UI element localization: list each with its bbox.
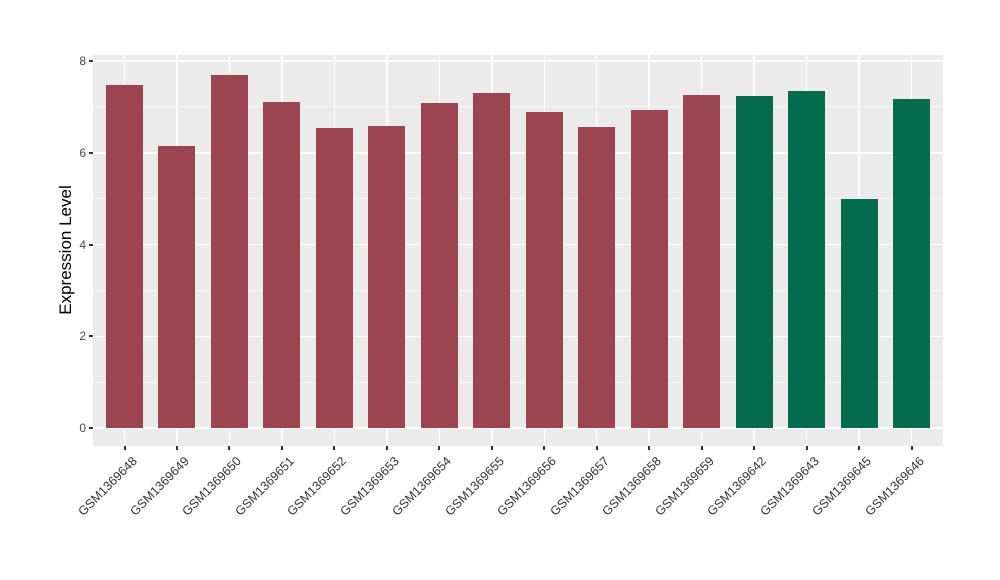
- bar-GSM1369642: [735, 95, 773, 428]
- x-axis-tick: [543, 446, 546, 450]
- gridline-major: [93, 335, 943, 337]
- x-axis-tick: [595, 446, 598, 450]
- bar-GSM1369651: [263, 102, 301, 428]
- bar-GSM1369658: [630, 109, 668, 428]
- bar-GSM1369648: [106, 84, 143, 428]
- y-tick-label: 4: [79, 237, 86, 252]
- y-tick-label: 8: [79, 54, 86, 68]
- y-axis-tick: [89, 151, 93, 154]
- gridline-major: [93, 60, 943, 62]
- y-tick-label: 2: [79, 329, 86, 344]
- plot-panel: [93, 55, 943, 446]
- y-axis-tick: [89, 335, 93, 338]
- bar-GSM1369656: [525, 111, 563, 428]
- x-axis-tick: [700, 446, 703, 450]
- x-axis-tick: [753, 446, 756, 450]
- x-axis-tick: [805, 446, 808, 450]
- bar-GSM1369652: [315, 128, 353, 428]
- bar-GSM1369646: [893, 98, 931, 428]
- bar-GSM1369650: [210, 74, 248, 428]
- gridline-minor: [93, 289, 943, 291]
- x-axis-tick: [858, 446, 861, 450]
- x-axis-tick: [490, 446, 493, 450]
- x-axis-tick: [648, 446, 651, 450]
- bar-GSM1369657: [578, 126, 616, 428]
- x-axis-tick: [228, 446, 231, 450]
- bar-GSM1369655: [473, 93, 511, 428]
- bar-GSM1369659: [683, 95, 721, 428]
- y-tick-label: 6: [79, 145, 86, 160]
- bar-GSM1369653: [368, 126, 406, 428]
- y-axis-tick: [89, 427, 93, 429]
- gridline-major: [93, 152, 943, 154]
- x-axis-tick: [280, 446, 283, 450]
- y-axis-tick: [89, 60, 93, 62]
- bar-GSM1369643: [788, 91, 826, 428]
- bar-GSM1369649: [158, 145, 196, 428]
- x-axis-tick: [385, 446, 388, 450]
- x-axis-tick: [910, 446, 913, 450]
- y-axis-tick: [89, 243, 93, 246]
- x-axis-tick: [438, 446, 441, 450]
- gridline-major: [93, 243, 943, 246]
- y-tick-label: 0: [79, 421, 86, 435]
- x-axis-tick: [333, 446, 336, 450]
- bar-GSM1369654: [420, 103, 458, 428]
- gridline-major: [93, 427, 943, 429]
- gridline-minor: [93, 106, 943, 108]
- x-axis-tick: [123, 446, 126, 450]
- gridline-minor: [93, 381, 943, 383]
- gridline-minor: [93, 198, 943, 200]
- x-axis-tick: [175, 446, 178, 450]
- bar-GSM1369645: [840, 199, 878, 428]
